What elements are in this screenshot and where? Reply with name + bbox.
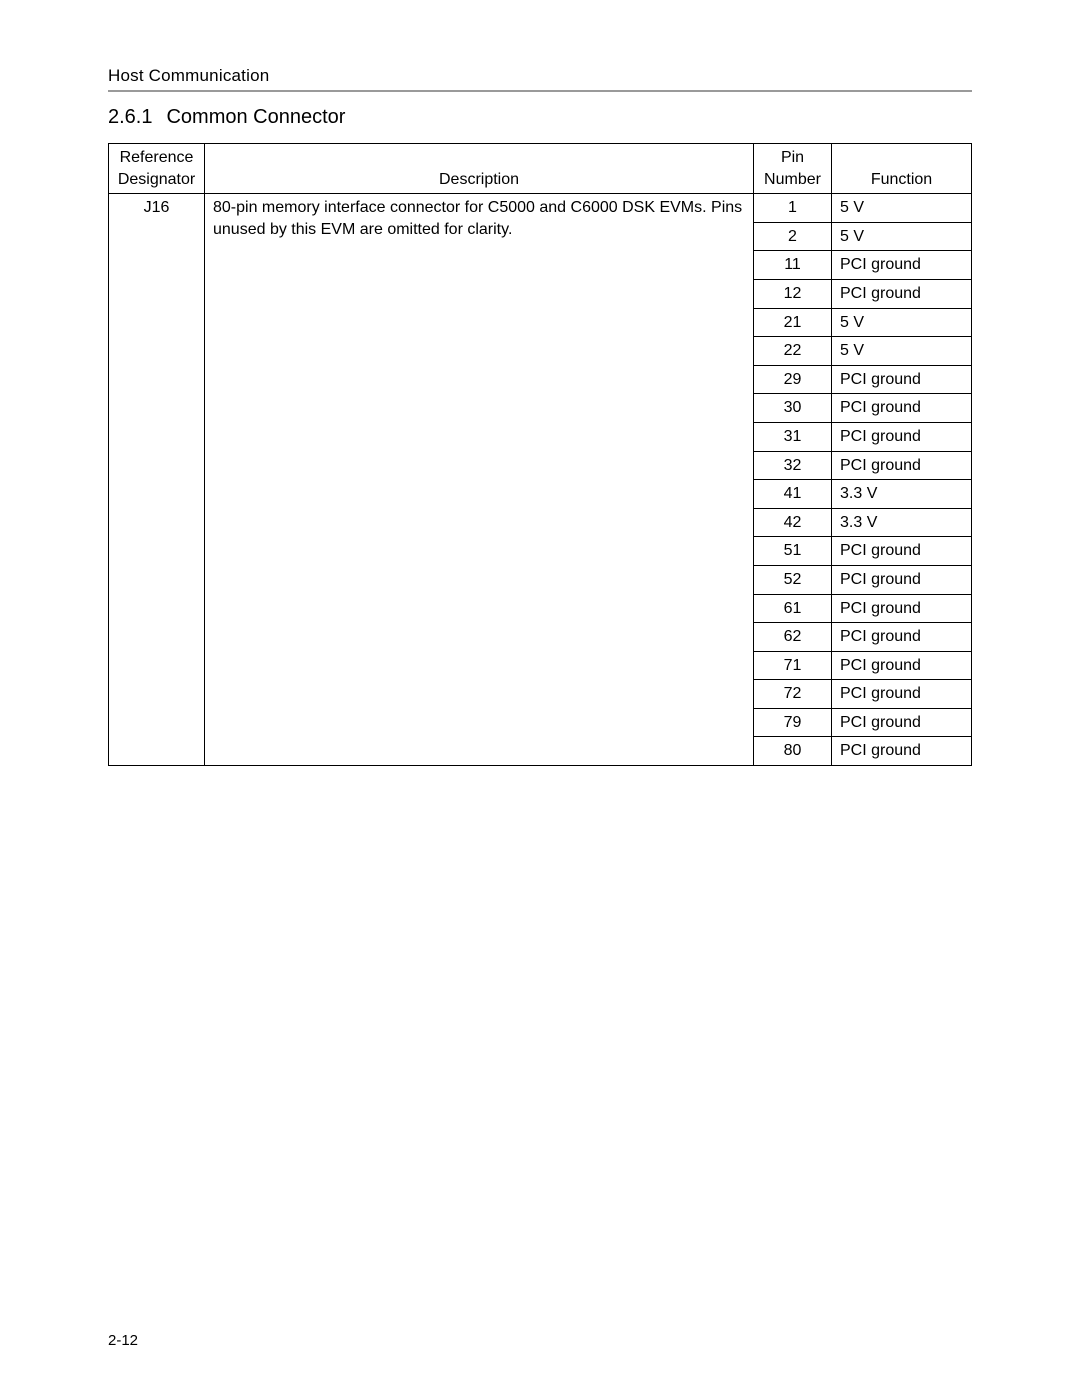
col-header-pin: Pin Number: [754, 144, 832, 194]
function-cell: PCI ground: [832, 251, 972, 280]
pin-number-cell: 12: [754, 279, 832, 308]
pin-number-cell: 29: [754, 365, 832, 394]
function-cell: PCI ground: [832, 680, 972, 709]
function-cell: PCI ground: [832, 651, 972, 680]
function-cell: PCI ground: [832, 451, 972, 480]
pin-number-cell: 42: [754, 508, 832, 537]
col-header-reference-l1: Reference: [120, 149, 194, 166]
function-cell: PCI ground: [832, 708, 972, 737]
col-header-reference: Reference Designator: [109, 144, 205, 194]
reference-designator-cell: J16: [109, 194, 205, 766]
connector-table: Reference Designator Description Pin Num…: [108, 143, 972, 766]
function-cell: PCI ground: [832, 279, 972, 308]
pin-number-cell: 22: [754, 337, 832, 366]
function-cell: PCI ground: [832, 737, 972, 766]
pin-number-cell: 62: [754, 623, 832, 652]
col-header-pin-l1: Pin: [781, 149, 804, 166]
function-cell: PCI ground: [832, 623, 972, 652]
section-number: 2.6.1: [108, 106, 152, 128]
table-row: J1680-pin memory interface connector for…: [109, 194, 972, 223]
pin-number-cell: 52: [754, 565, 832, 594]
pin-number-cell: 71: [754, 651, 832, 680]
pin-number-cell: 51: [754, 537, 832, 566]
pin-number-cell: 79: [754, 708, 832, 737]
col-header-description: Description: [205, 144, 754, 194]
function-cell: PCI ground: [832, 537, 972, 566]
function-cell: 5 V: [832, 194, 972, 223]
function-cell: PCI ground: [832, 565, 972, 594]
pin-number-cell: 41: [754, 480, 832, 509]
col-header-reference-l2: Designator: [118, 171, 195, 188]
pin-number-cell: 32: [754, 451, 832, 480]
pin-number-cell: 30: [754, 394, 832, 423]
function-cell: PCI ground: [832, 422, 972, 451]
function-cell: PCI ground: [832, 594, 972, 623]
pin-number-cell: 61: [754, 594, 832, 623]
col-header-description-text: Description: [439, 171, 519, 188]
pin-number-cell: 31: [754, 422, 832, 451]
description-cell: 80-pin memory interface connector for C5…: [205, 194, 754, 766]
page: Host Communication 2.6.1 Common Connector…: [0, 0, 1080, 1397]
pin-number-cell: 80: [754, 737, 832, 766]
function-cell: PCI ground: [832, 394, 972, 423]
section-title: 2.6.1 Common Connector: [108, 106, 972, 129]
pin-number-cell: 11: [754, 251, 832, 280]
col-header-pin-l2: Number: [764, 171, 821, 188]
function-cell: 3.3 V: [832, 508, 972, 537]
function-cell: 5 V: [832, 222, 972, 251]
header-rule: [108, 90, 972, 92]
page-number: 2-12: [108, 1332, 138, 1349]
table-header-row: Reference Designator Description Pin Num…: [109, 144, 972, 194]
function-cell: 5 V: [832, 308, 972, 337]
pin-number-cell: 1: [754, 194, 832, 223]
function-cell: PCI ground: [832, 365, 972, 394]
pin-number-cell: 72: [754, 680, 832, 709]
table-header: Reference Designator Description Pin Num…: [109, 144, 972, 194]
pin-number-cell: 2: [754, 222, 832, 251]
col-header-function: Function: [832, 144, 972, 194]
col-header-function-text: Function: [871, 171, 932, 188]
running-head: Host Communication: [108, 66, 972, 86]
function-cell: 3.3 V: [832, 480, 972, 509]
pin-number-cell: 21: [754, 308, 832, 337]
function-cell: 5 V: [832, 337, 972, 366]
table-body: J1680-pin memory interface connector for…: [109, 194, 972, 766]
section-name: Common Connector: [166, 106, 345, 128]
